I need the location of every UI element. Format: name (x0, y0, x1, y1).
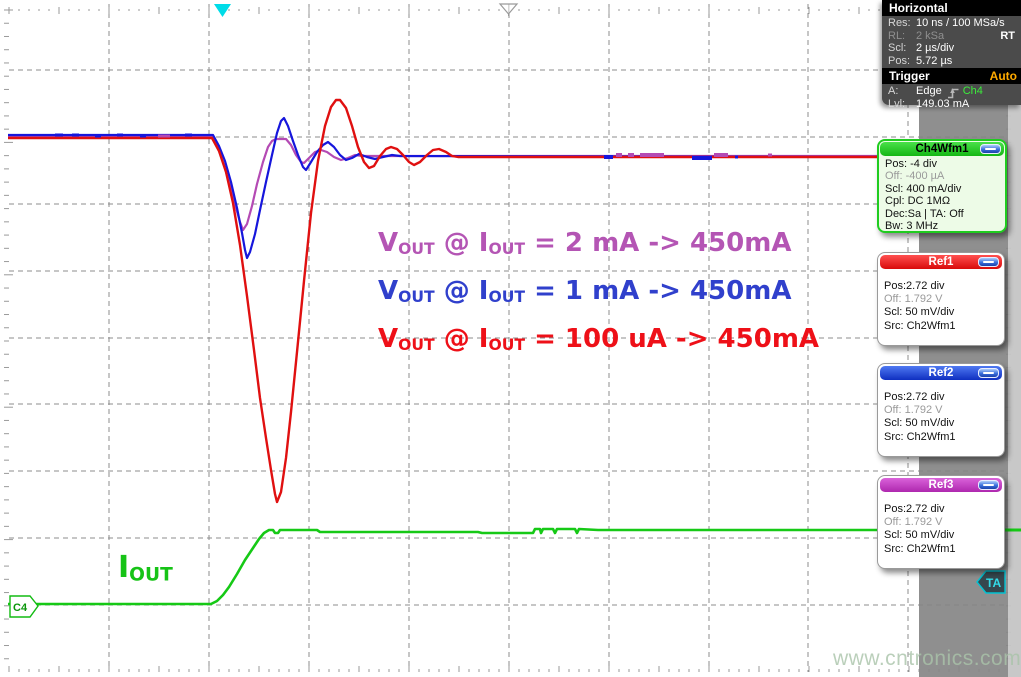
channel-setting-row: Off: 1.792 V (884, 404, 943, 417)
measurement-annotations: VOUT @ IOUT = 2 mA -> 450mA VOUT @ IOUT =… (378, 222, 819, 365)
channel-setting-row: Scl: 400 mA/div (885, 182, 962, 195)
vout-annotation: VOUT @ IOUT = 1 mA -> 450mA (378, 275, 792, 306)
ch4wfm1-header[interactable]: Ch4Wfm1 (880, 142, 1004, 156)
channel-setting-row: Pos:2.72 div (884, 503, 945, 515)
channel-setting-row: Cpl: DC 1MΩ (885, 195, 951, 208)
setting-row[interactable]: Pos: 5.72 µs (888, 54, 953, 67)
channel-setting-row: Src: Ch2Wfm1 (884, 319, 956, 332)
iout-trace-label: IOUT (118, 550, 173, 586)
channel-setting-row: Scl: 50 mV/div (884, 417, 955, 430)
horizontal-panel-titlebar[interactable]: Horizontal (882, 0, 1021, 16)
channel-setting-row: Pos:2.72 div (884, 391, 945, 403)
trigger-panel-rows: A: Edge Ch4 Lvl: 149.03 mA (882, 84, 1021, 111)
minimize-button[interactable] (978, 479, 999, 490)
setting-row[interactable]: RL: 2 kSa RT (888, 29, 1015, 42)
trigger-position-marker[interactable] (214, 4, 231, 17)
channel-setting-row: Off: 1.792 V (884, 293, 943, 306)
setting-row[interactable]: A: Edge Ch4 (888, 85, 983, 98)
setting-row[interactable]: Res: 10 ns / 100 MSa/s (888, 17, 1005, 29)
channel-setting-row: Scl: 50 mV/div (884, 306, 955, 319)
ref3-header[interactable]: Ref3 (880, 478, 1002, 492)
ref2-panel[interactable]: Ref2 Pos:2.72 div Off: 1.792 V Scl: 50 mV/… (877, 363, 1005, 457)
minimize-button[interactable] (978, 367, 999, 378)
ref3-title: Ref3 (928, 479, 954, 491)
reference-point-marker[interactable] (498, 3, 519, 16)
ref1-header[interactable]: Ref1 (880, 255, 1002, 269)
trace-ref3-2mA (8, 135, 919, 232)
channel-setting-row: Src: Ch2Wfm1 (884, 542, 956, 555)
horizontal-panel-title: Horizontal (889, 1, 948, 15)
channel4-level-marker[interactable]: C4 (9, 595, 39, 618)
realtime-badge: RT (1000, 29, 1015, 42)
ref2-title: Ref2 (928, 367, 954, 379)
trace-ref1-100uA (8, 98, 919, 504)
ref1-title: Ref1 (928, 256, 954, 268)
channel-setting-row: Pos: -4 div (885, 158, 937, 170)
watermark: www.cntronics.com (833, 647, 1021, 670)
waveform-traces (8, 98, 920, 606)
graticule-grid (4, 4, 1011, 672)
ch4wfm1-title: Ch4Wfm1 (915, 143, 969, 155)
channel-setting-row: Off: -400 µA (885, 170, 945, 183)
ref2-rows: Pos:2.72 div Off: 1.792 V Scl: 50 mV/div Sr… (878, 382, 1004, 446)
trigger-panel-title: Trigger (889, 69, 930, 84)
minimize-button[interactable] (980, 143, 1001, 154)
trigger-source-label: Ch4 (962, 85, 983, 98)
svg-text:TA: TA (986, 576, 1001, 590)
horizontal-trigger-panel[interactable]: Horizontal Res: 10 ns / 100 MSa/s RL: 2 kSa… (882, 0, 1021, 110)
ref1-panel[interactable]: Ref1 Pos:2.72 div Off: 1.792 V Scl: 50 mV/… (877, 252, 1005, 346)
rising-edge-icon (947, 87, 959, 98)
setting-row[interactable]: Scl: 2 µs/div (888, 42, 955, 55)
ref3-rows: Pos:2.72 div Off: 1.792 V Scl: 50 mV/div Sr… (878, 494, 1004, 558)
trace-iout-ch4 (8, 527, 919, 606)
svg-text:C4: C4 (13, 602, 28, 614)
channel-setting-row: Dec:Sa | TA: Off (885, 207, 964, 220)
trigger-panel-titlebar[interactable]: Trigger Auto (882, 68, 1021, 85)
vout-annotation: VOUT @ IOUT = 100 uA -> 450mA (378, 323, 820, 354)
channel-panel-ch4wfm1[interactable]: Ch4Wfm1 Pos: -4 div Off: -400 µA Scl: 400 … (877, 139, 1007, 233)
minimize-button[interactable] (978, 256, 999, 267)
channel-setting-row: Pos:2.72 div (884, 280, 945, 292)
ref1-rows: Pos:2.72 div Off: 1.792 V Scl: 50 mV/div Sr… (878, 271, 1004, 335)
trigger-mode-badge[interactable]: Auto (989, 69, 1017, 84)
ref2-header[interactable]: Ref2 (880, 366, 1002, 380)
trace-ref2-1mA (8, 116, 920, 260)
vout-annotation: VOUT @ IOUT = 2 mA -> 450mA (378, 228, 792, 258)
setting-row[interactable]: Lvl: 149.03 mA (888, 97, 970, 110)
channel-setting-row: Scl: 50 mV/div (884, 529, 955, 542)
channel-setting-row: Bw: 3 MHz (885, 220, 939, 233)
trigger-level-marker[interactable]: TA (976, 570, 1006, 594)
ch4wfm1-rows: Pos: -4 div Off: -400 µA Scl: 400 mA/div Cp… (879, 157, 1005, 234)
horizontal-panel-rows: Res: 10 ns / 100 MSa/s RL: 2 kSa RT Scl: 2 µs/… (882, 16, 1021, 68)
ref3-panel[interactable]: Ref3 Pos:2.72 div Off: 1.792 V Scl: 50 mV/… (877, 475, 1005, 569)
right-edge-strip (1008, 0, 1021, 677)
channel-setting-row: Src: Ch2Wfm1 (884, 430, 956, 443)
channel-setting-row: Off: 1.792 V (884, 516, 943, 529)
